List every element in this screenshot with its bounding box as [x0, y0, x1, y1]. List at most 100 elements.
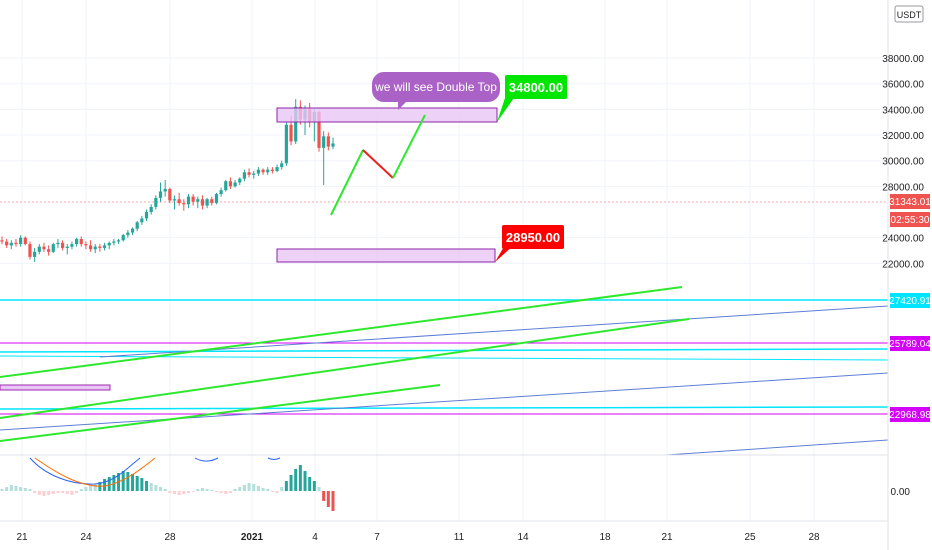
- histogram-bar: [19, 487, 23, 491]
- histogram-bar: [247, 483, 251, 491]
- histogram-bar: [70, 491, 74, 495]
- macd-indicator-pane: [0, 454, 888, 511]
- candle-body: [233, 182, 237, 187]
- cyan-level-line-2[interactable]: [0, 348, 889, 353]
- histogram-bar: [233, 489, 237, 491]
- projection-down-leg[interactable]: [362, 149, 394, 179]
- price-tick-label: 36000.00: [882, 80, 924, 91]
- support-zone[interactable]: [276, 248, 496, 263]
- candle-body: [228, 181, 233, 187]
- blue-trend-line-1[interactable]: [99, 305, 889, 358]
- histogram-bar: [266, 489, 270, 491]
- candle-body: [102, 245, 107, 248]
- histogram-bar: [75, 491, 79, 493]
- green-trend-line-3[interactable]: [0, 384, 441, 442]
- candle-body: [172, 199, 177, 201]
- price-badge: 27420.91: [889, 293, 931, 308]
- histogram-bar: [0, 489, 4, 491]
- histogram-bar: [317, 487, 321, 491]
- target-low-callout[interactable]: 28950.00: [495, 225, 564, 262]
- candle-body: [47, 249, 51, 252]
- histogram-bar: [294, 469, 298, 491]
- histogram-bar: [14, 486, 18, 491]
- candle-body: [331, 143, 335, 147]
- candle-body: [93, 246, 97, 250]
- double-top-bubble[interactable]: we will see Double Top: [372, 72, 500, 110]
- green-trend-line-2[interactable]: [0, 318, 690, 419]
- candle-body: [163, 188, 167, 192]
- histogram-bar: [172, 491, 176, 494]
- price-badge-text: 25789.04: [889, 339, 931, 350]
- candle-body: [200, 199, 205, 206]
- histogram-bar: [131, 474, 135, 491]
- purple-range-box-small[interactable]: [0, 384, 111, 391]
- candle-body: [149, 206, 153, 213]
- resistance-zone[interactable]: [276, 107, 498, 123]
- time-tick-label: 28: [164, 532, 176, 543]
- candle-body: [270, 169, 274, 171]
- indicator-tick-label: 0.00: [891, 487, 911, 498]
- histogram-bar: [140, 478, 144, 491]
- histogram-bar: [219, 491, 223, 493]
- histogram-bar: [303, 471, 307, 491]
- target-high-callout[interactable]: 34800.00: [497, 75, 567, 122]
- histogram-bar: [37, 491, 41, 495]
- price-badge-text: 22968.98: [889, 410, 931, 421]
- target-low-label: 28950.00: [506, 230, 560, 245]
- time-tick-label: 21: [16, 532, 28, 543]
- projection-up-leg[interactable]: [330, 149, 364, 216]
- histogram-bar: [135, 476, 139, 491]
- histogram-bar: [289, 475, 293, 491]
- candle-body: [14, 242, 18, 245]
- candle-body: [88, 245, 93, 250]
- histogram-bar: [126, 472, 130, 491]
- time-tick-label: 7: [374, 532, 380, 543]
- time-axis[interactable]: 21 24 28 2021 4 7 11 14 18 21 25 28: [0, 520, 888, 543]
- candle-body: [84, 244, 88, 246]
- blue-trend-line-3[interactable]: [665, 439, 889, 456]
- histogram-bar: [326, 491, 330, 507]
- histogram-bar: [93, 484, 97, 491]
- histogram-bar: [205, 489, 209, 491]
- candle-body: [214, 194, 219, 204]
- price-tick-label: 22000.00: [882, 259, 924, 270]
- price-badge: 31343.01: [889, 194, 931, 209]
- histogram-bar: [89, 486, 93, 491]
- projection-up-leg-2[interactable]: [392, 114, 426, 179]
- histogram-bar: [163, 489, 167, 491]
- time-tick-label: 2021: [241, 532, 264, 543]
- candle-body: [79, 238, 83, 245]
- price-axis[interactable]: 38000.00 36000.00 34000.00 32000.00 30000.00…: [882, 0, 931, 550]
- time-tick-label: 28: [808, 532, 820, 543]
- candle-body: [70, 244, 74, 247]
- candle-body: [224, 181, 228, 191]
- signal-line: [34, 457, 156, 487]
- histogram-bar: [270, 491, 274, 492]
- macd-line: [29, 457, 141, 485]
- candle-body: [28, 244, 32, 257]
- price-badge-text: 27420.91: [889, 296, 931, 307]
- histogram-bar: [121, 471, 125, 491]
- histogram-bar: [61, 491, 65, 493]
- currency-label: USDT: [894, 5, 924, 23]
- candle-body: [168, 188, 172, 201]
- candlestick-series: [0, 99, 335, 263]
- candle-body: [294, 106, 298, 142]
- time-tick-label: 21: [661, 532, 673, 543]
- histogram-bar: [200, 488, 204, 491]
- candle-body: [210, 199, 214, 204]
- histogram-bar: [79, 489, 83, 491]
- histogram-bar: [28, 489, 32, 491]
- histogram-bar: [312, 481, 316, 491]
- cyan-level-line-4[interactable]: [0, 406, 889, 410]
- histogram-bar: [42, 491, 46, 496]
- histogram-bar: [47, 491, 51, 495]
- green-trend-line-1[interactable]: [0, 286, 683, 378]
- candle-body: [266, 169, 270, 173]
- candle-body: [9, 242, 13, 246]
- candle-body: [0, 240, 4, 242]
- candle-body: [177, 199, 181, 204]
- blue-trend-line-2[interactable]: [0, 372, 889, 431]
- candle-body: [242, 172, 247, 179]
